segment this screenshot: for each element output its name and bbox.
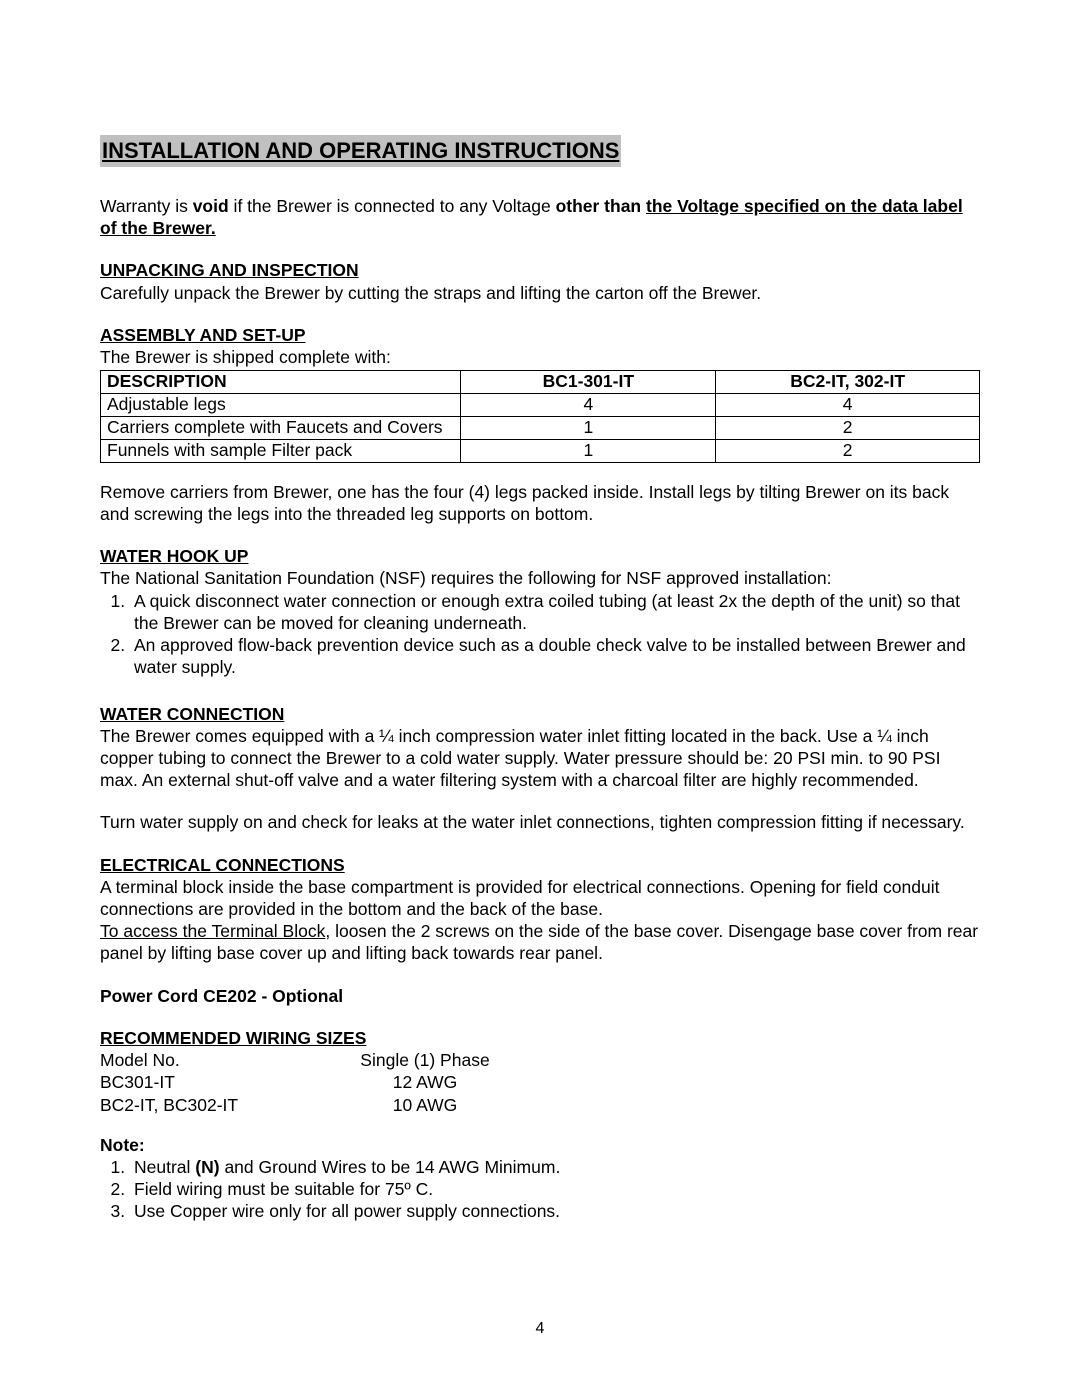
section-heading-electrical: ELECTRICAL CONNECTIONS bbox=[100, 854, 980, 876]
wiring-cell: BC2-IT, BC302-IT bbox=[100, 1094, 335, 1116]
waterconn-p1: The Brewer comes equipped with a ¼ inch … bbox=[100, 725, 980, 792]
text-bold: void bbox=[193, 196, 229, 216]
list-item: A quick disconnect water connection or e… bbox=[130, 590, 980, 634]
waterconn-p2: Turn water supply on and check for leaks… bbox=[100, 811, 980, 833]
wiring-cell: Single (1) Phase bbox=[335, 1049, 515, 1071]
text: Neutral bbox=[134, 1157, 195, 1177]
warranty-paragraph: Warranty is void if the Brewer is connec… bbox=[100, 195, 980, 239]
table-cell: Adjustable legs bbox=[101, 394, 461, 417]
list-item: Field wiring must be suitable for 75º C. bbox=[130, 1178, 980, 1200]
section-heading-wiring: RECOMMENDED WIRING SIZES bbox=[100, 1027, 980, 1049]
assembly-after-text: Remove carriers from Brewer, one has the… bbox=[100, 481, 980, 525]
table-cell: 2 bbox=[716, 417, 980, 440]
assembly-table: DESCRIPTION BC1-301-IT BC2-IT, 302-IT Ad… bbox=[100, 370, 980, 463]
electrical-p2: To access the Terminal Block, loosen the… bbox=[100, 920, 980, 964]
table-header: BC1-301-IT bbox=[461, 371, 716, 394]
table-row: Adjustable legs 4 4 bbox=[101, 394, 980, 417]
table-cell: Carriers complete with Faucets and Cover… bbox=[101, 417, 461, 440]
table-cell: 1 bbox=[461, 417, 716, 440]
wiring-cell: 10 AWG bbox=[335, 1094, 515, 1116]
document-page: INSTALLATION AND OPERATING INSTRUCTIONS … bbox=[0, 0, 1080, 1397]
list-item: An approved flow-back prevention device … bbox=[130, 634, 980, 678]
table-header: BC2-IT, 302-IT bbox=[716, 371, 980, 394]
note-heading: Note: bbox=[100, 1134, 980, 1156]
page-title: INSTALLATION AND OPERATING INSTRUCTIONS bbox=[100, 135, 621, 167]
text: if the Brewer is connected to any Voltag… bbox=[229, 196, 556, 216]
table-row: Funnels with sample Filter pack 1 2 bbox=[101, 439, 980, 462]
table-cell: 4 bbox=[461, 394, 716, 417]
list-item: Use Copper wire only for all power suppl… bbox=[130, 1200, 980, 1222]
table-cell: 2 bbox=[716, 439, 980, 462]
waterhookup-list: A quick disconnect water connection or e… bbox=[100, 590, 980, 679]
text-bold: (N) bbox=[195, 1157, 219, 1177]
wiring-cell: Model No. bbox=[100, 1049, 335, 1071]
electrical-p1: A terminal block inside the base compart… bbox=[100, 876, 980, 920]
section-heading-assembly: ASSEMBLY AND SET-UP bbox=[100, 324, 980, 346]
note-list: Neutral (N) and Ground Wires to be 14 AW… bbox=[100, 1156, 980, 1223]
unpacking-text: Carefully unpack the Brewer by cutting t… bbox=[100, 282, 980, 304]
wiring-table: Model No. BC301-IT BC2-IT, BC302-IT Sing… bbox=[100, 1049, 980, 1116]
waterhookup-intro: The National Sanitation Foundation (NSF)… bbox=[100, 567, 980, 589]
text: Warranty is bbox=[100, 196, 193, 216]
table-row: Carriers complete with Faucets and Cover… bbox=[101, 417, 980, 440]
wiring-cell: 12 AWG bbox=[335, 1071, 515, 1093]
list-item: Neutral (N) and Ground Wires to be 14 AW… bbox=[130, 1156, 980, 1178]
table-cell: 1 bbox=[461, 439, 716, 462]
text-underline: To access the Terminal Block bbox=[100, 921, 325, 941]
wiring-cell: BC301-IT bbox=[100, 1071, 335, 1093]
table-header-row: DESCRIPTION BC1-301-IT BC2-IT, 302-IT bbox=[101, 371, 980, 394]
wiring-col-phase: Single (1) Phase 12 AWG 10 AWG bbox=[335, 1049, 515, 1116]
powercord-label: Power Cord CE202 - Optional bbox=[100, 985, 980, 1007]
page-number: 4 bbox=[0, 1319, 1080, 1339]
table-cell: Funnels with sample Filter pack bbox=[101, 439, 461, 462]
assembly-intro: The Brewer is shipped complete with: bbox=[100, 346, 980, 368]
section-heading-unpacking: UNPACKING AND INSPECTION bbox=[100, 259, 980, 281]
table-header: DESCRIPTION bbox=[101, 371, 461, 394]
section-heading-waterhookup: WATER HOOK UP bbox=[100, 545, 980, 567]
table-cell: 4 bbox=[716, 394, 980, 417]
text: and Ground Wires to be 14 AWG Minimum. bbox=[220, 1157, 561, 1177]
section-heading-waterconn: WATER CONNECTION bbox=[100, 703, 980, 725]
wiring-col-model: Model No. BC301-IT BC2-IT, BC302-IT bbox=[100, 1049, 335, 1116]
text-bold: other than bbox=[556, 196, 642, 216]
